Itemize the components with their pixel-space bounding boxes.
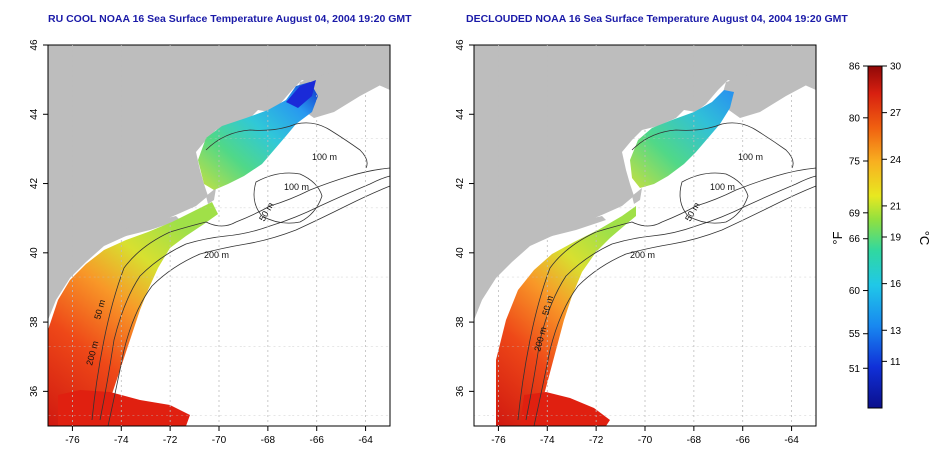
right-contour-label-2: 100 m xyxy=(710,182,735,192)
right-lat-tick-label: 46 xyxy=(455,39,466,51)
left-lon-tick-label: -76 xyxy=(65,435,80,446)
colorbar-celsius-tick-label: 30 xyxy=(890,62,902,73)
left-contour-200m xyxy=(107,185,391,427)
colorbar-celsius-tick-label: 19 xyxy=(890,233,902,244)
right-lon-tick-label: -72 xyxy=(589,435,604,446)
right-contour-label-1: 100 m xyxy=(738,152,763,162)
right-contours xyxy=(517,122,817,427)
right-contour-50m xyxy=(517,167,817,421)
right-lon-tick-label: -66 xyxy=(735,435,750,446)
fahrenheit-unit-label: °F xyxy=(830,231,845,244)
colorbar-fahrenheit-tick-label: 66 xyxy=(849,234,861,245)
left-lon-tick-label: -64 xyxy=(358,435,373,446)
colorbar-celsius-tick-label: 11 xyxy=(890,357,901,368)
right-lon-tick-label: -64 xyxy=(784,435,799,446)
right-lon-tick-label: -68 xyxy=(687,435,702,446)
colorbar-fahrenheit-tick-label: 75 xyxy=(849,157,861,168)
left-lon-tick-label: -74 xyxy=(114,435,129,446)
left-contour-georges xyxy=(253,172,323,224)
left-lon-tick-label: -70 xyxy=(212,435,227,446)
colorbar-fahrenheit-tick-label: 86 xyxy=(849,62,861,73)
colorbar-fahrenheit-tick-label: 80 xyxy=(849,113,861,124)
colorbar-fahrenheit-tick-label: 69 xyxy=(849,208,861,219)
right-lat-tick-label: 36 xyxy=(455,385,466,397)
right-map-title: DECLOUDED NOAA 16 Sea Surface Temperatur… xyxy=(466,13,848,25)
left-lat-tick-label: 36 xyxy=(29,385,40,397)
right-contour-gom xyxy=(631,122,794,169)
colorbar-celsius-tick-label: 24 xyxy=(890,155,902,166)
right-contour-200m xyxy=(533,185,817,427)
left-contour-50m xyxy=(91,167,391,421)
right-contour-georges xyxy=(679,172,749,224)
colorbar-fahrenheit-ticks: 86 80 75 69 66 60 55 51 xyxy=(849,62,868,375)
right-contour-100m xyxy=(525,175,817,421)
left-lon-tick-label: -72 xyxy=(163,435,178,446)
colorbar-celsius-tick-label: 13 xyxy=(890,326,902,337)
colorbar-celsius-tick-label: 27 xyxy=(890,108,902,119)
right-lon-tick-label: -74 xyxy=(540,435,555,446)
left-contour-label-1: 100 m xyxy=(312,152,337,162)
left-map-title: RU COOL NOAA 16 Sea Surface Temperature … xyxy=(48,13,412,25)
right-lat-tick-label: 42 xyxy=(455,178,466,190)
left-contours xyxy=(91,122,391,427)
colorbar-celsius-tick-label: 16 xyxy=(890,279,902,290)
left-lon-axis: -76 -74 -72 -70 -68 -66 -64 xyxy=(65,45,373,446)
colorbar-celsius-tick-label: 21 xyxy=(890,201,902,212)
right-lon-axis: -76 -74 -72 -70 -68 -66 -64 xyxy=(491,45,799,446)
colorbar-fahrenheit-tick-label: 55 xyxy=(849,329,861,340)
left-map: 100 m 100 m 50 m 200 m 50 m 200 m -76 -74… xyxy=(29,39,391,446)
left-lat-tick-label: 38 xyxy=(29,316,40,328)
left-contour-label-2: 100 m xyxy=(284,182,309,192)
left-lon-tick-label: -66 xyxy=(309,435,324,446)
colorbar-celsius-ticks: 30 27 24 21 19 16 13 11 xyxy=(882,62,902,368)
right-lon-tick-label: -70 xyxy=(638,435,653,446)
left-lat-tick-label: 42 xyxy=(29,178,40,190)
left-lon-tick-label: -68 xyxy=(261,435,276,446)
left-lat-tick-label: 44 xyxy=(29,108,40,120)
right-lat-tick-label: 44 xyxy=(455,108,466,120)
colorbar-fahrenheit-tick-label: 60 xyxy=(849,286,861,297)
colorbar-gradient xyxy=(868,66,882,408)
right-lat-tick-label: 38 xyxy=(455,316,466,328)
right-contour-label-4: 200 m xyxy=(630,250,655,260)
colorbar-fahrenheit-tick-label: 51 xyxy=(849,364,861,375)
left-lat-tick-label: 46 xyxy=(29,39,40,51)
right-lat-tick-label: 40 xyxy=(455,247,466,259)
left-lat-axis: 36 38 40 42 44 46 xyxy=(29,39,48,397)
colorbar: 86 80 75 69 66 60 55 51 30 27 24 21 19 16 13 11 °F °C xyxy=(830,62,932,409)
left-contour-label-4: 200 m xyxy=(204,250,229,260)
celsius-unit-label: °C xyxy=(917,231,932,246)
left-contour-gom xyxy=(205,122,368,169)
right-lat-axis: 36 38 40 42 44 46 xyxy=(455,39,474,397)
right-map: 100 m 100 m 50 m 200 m 50 m 200 m -76 -74… xyxy=(455,39,817,446)
right-map-content: 100 m 100 m 50 m 200 m 50 m 200 m xyxy=(474,45,817,427)
right-lon-tick-label: -76 xyxy=(491,435,506,446)
left-contour-100m xyxy=(99,175,391,421)
left-lat-tick-label: 40 xyxy=(29,247,40,259)
